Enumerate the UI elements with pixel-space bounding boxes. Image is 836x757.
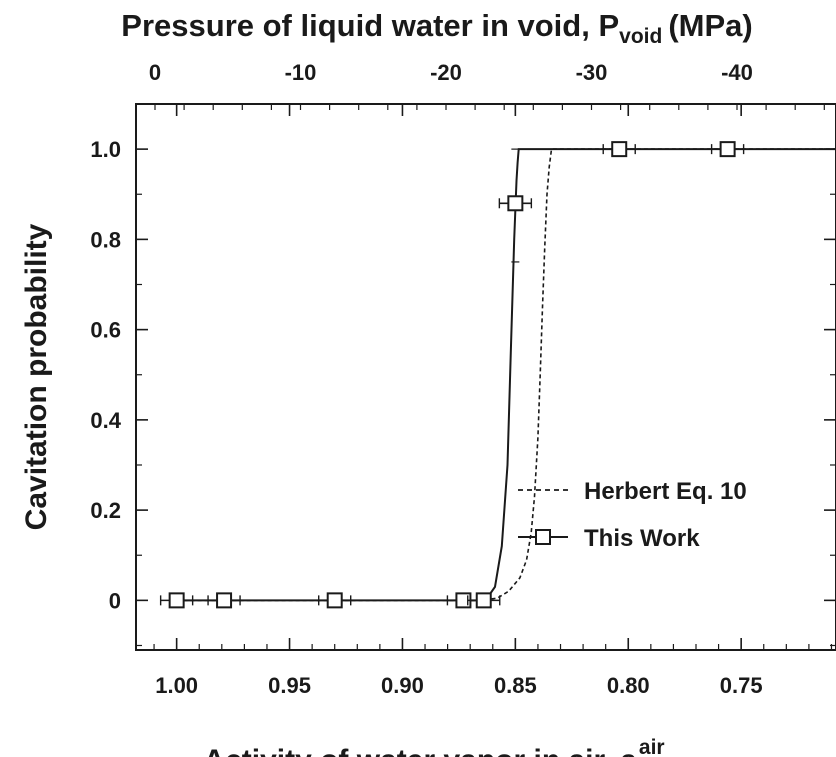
top-tick-label: -10	[285, 60, 317, 85]
x-tick-label: 0.85	[494, 673, 537, 698]
top-axis-title-unit: (MPa)	[668, 8, 752, 43]
top-tick-label: 0	[149, 60, 161, 85]
legend-label-herbert: Herbert Eq. 10	[584, 478, 747, 505]
x-axis-title: Activity of water vapor in air, aair	[203, 736, 664, 757]
x-tick-label: 0.90	[381, 673, 424, 698]
top-axis-title-main: Pressure of liquid water in void, P	[121, 8, 619, 43]
top-tick-label: -30	[576, 60, 608, 85]
data-point-marker	[719, 141, 736, 158]
y-tick-label: 0	[109, 588, 121, 613]
series-layer	[176, 148, 836, 602]
x-tick-label: 1.00	[155, 673, 198, 698]
y-tick-label: 1.0	[90, 137, 121, 162]
plot-frame	[135, 103, 836, 651]
y-tick-label: 0.8	[90, 227, 121, 252]
x-axis-title-main: Activity of water vapor in air, a	[203, 744, 637, 757]
legend: Herbert Eq. 10 This Work	[518, 478, 747, 552]
series-line-herbert	[176, 148, 836, 602]
series-line-this-work	[176, 148, 836, 602]
data-point-marker	[507, 195, 524, 212]
data-point-marker	[475, 592, 492, 609]
data-point-marker	[611, 141, 628, 158]
x-axis-title-sup: air	[639, 736, 665, 757]
top-tick-label: -40	[721, 60, 753, 85]
x-tick-label: 0.80	[607, 673, 650, 698]
top-axis-ticks: 0 -10 -20 -30 -40	[149, 60, 825, 110]
data-point-marker	[326, 592, 343, 609]
top-axis-title-sub: void	[619, 25, 662, 48]
legend-square-marker	[535, 529, 551, 545]
legend-label-this-work: This Work	[584, 525, 700, 552]
data-point-marker	[168, 592, 185, 609]
markers-layer	[159, 141, 745, 609]
y-axis-ticks: 0 0.2 0.4 0.6 0.8 1.0	[90, 103, 836, 647]
y-tick-label: 0.2	[90, 498, 121, 523]
x-tick-label: 0.75	[720, 673, 763, 698]
top-tick-label: -20	[430, 60, 462, 85]
y-tick-label: 0.6	[90, 318, 121, 343]
y-axis-title: Cavitation probability	[20, 223, 53, 530]
data-point-marker	[216, 592, 233, 609]
x-axis-ticks: 1.00 0.95 0.90 0.85 0.80 0.75	[153, 104, 833, 698]
y-tick-label: 0.4	[90, 408, 121, 433]
x-tick-label: 0.95	[268, 673, 311, 698]
top-axis-title: Pressure of liquid water in void, Pvoid (…	[121, 8, 752, 48]
